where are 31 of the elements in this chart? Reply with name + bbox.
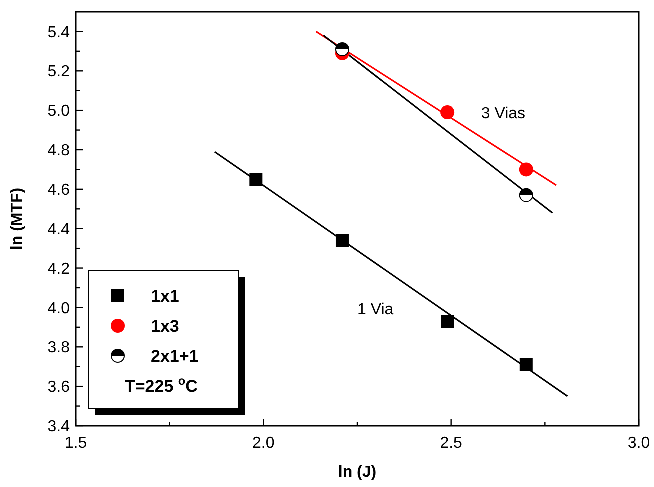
point [250, 173, 263, 186]
y-tick-label: 4.2 [48, 260, 70, 278]
point [441, 315, 454, 328]
y-tick-label: 5.4 [48, 24, 70, 42]
x-tick-label: 1.5 [64, 435, 88, 452]
legend-title: T=225 $^{o}$C [125, 374, 198, 396]
point [519, 188, 534, 202]
point [520, 358, 533, 372]
y-axis-title: ln (MTF) [9, 188, 26, 250]
y-tick-label: 4.0 [48, 300, 70, 318]
y-tick-label: 5.2 [48, 64, 70, 81]
point [336, 234, 349, 248]
x-tick-label: 3.0 [628, 435, 650, 452]
x-tick-label: 2.5 [440, 435, 463, 452]
point [440, 106, 455, 120]
x-axis-title: ln (J) [338, 464, 377, 481]
legend-label: 2x1+1 [151, 346, 199, 366]
legend-label: 1x1 [151, 286, 180, 306]
y-tick-label: 4.4 [48, 221, 70, 238]
y-tick-label: 3.4 [48, 418, 70, 436]
y-tick-label: 3.8 [48, 340, 70, 357]
y-tick-label: 4.6 [48, 182, 70, 200]
y-tick-label: 4.8 [48, 142, 70, 160]
y-tick-label: 3.6 [48, 379, 70, 396]
point [519, 162, 534, 177]
x-tick-label: 2.0 [252, 435, 275, 452]
annotation: 3 Vias [481, 106, 526, 123]
annotation: 1 Via [358, 301, 394, 318]
legend-label: 1x3 [151, 316, 180, 336]
point [335, 42, 350, 56]
y-tick-label: 5.0 [48, 103, 70, 120]
